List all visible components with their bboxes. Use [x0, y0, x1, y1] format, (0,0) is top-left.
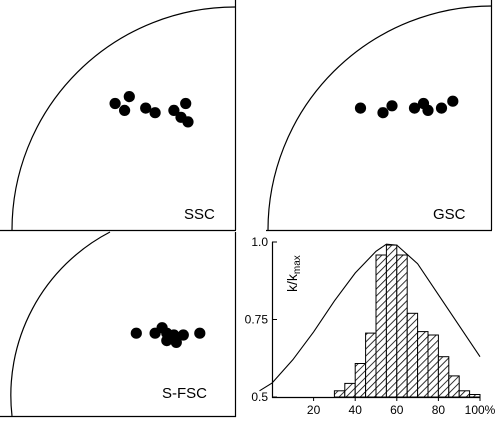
- y-axis-label-main: k/k: [284, 273, 300, 292]
- x-tick-label-1: 20: [307, 403, 321, 417]
- data-point-2: [377, 107, 389, 119]
- y-axis-label: k/kmax: [284, 255, 303, 292]
- distribution-curve: [259, 243, 481, 392]
- ssc-scatter: [109, 91, 194, 128]
- histogram-bar-11: [437, 356, 450, 398]
- data-point-7: [170, 336, 182, 348]
- histogram-bar-9: [417, 331, 429, 398]
- gsc-boundary-arc: [267, 5, 493, 231]
- sfsc-boundary-arc: [10, 231, 111, 417]
- histogram-bar-2: [344, 382, 356, 398]
- data-point-2: [123, 91, 135, 103]
- histogram-bar-1: [333, 390, 346, 398]
- data-point-8: [180, 97, 192, 110]
- data-point-1: [130, 327, 142, 339]
- histogram-bar-7: [396, 254, 408, 398]
- x-tick-label-5: 100%: [465, 403, 496, 417]
- histogram-bar-10: [427, 334, 439, 398]
- data-point-4: [140, 102, 152, 114]
- x-tick-label-2: 40: [349, 403, 363, 417]
- histogram-bar-13: [458, 390, 471, 398]
- data-point-7: [435, 102, 448, 114]
- histogram-bars: [333, 244, 481, 398]
- data-point-9: [182, 116, 194, 128]
- gsc-scatter: [354, 95, 459, 119]
- ssc-boundary-arc: [11, 6, 236, 231]
- panel-frames: [0, 0, 493, 418]
- histogram-bar-4: [365, 332, 377, 398]
- y-tick-label-3: 0.5: [251, 390, 268, 404]
- histogram-bar-3: [354, 363, 367, 398]
- data-point-3: [119, 104, 131, 116]
- histogram-chart: 1.0 0.75 0.5 20 40 60 80 100% k/kmax: [245, 235, 496, 417]
- data-point-1: [354, 102, 367, 114]
- x-tick-label-3: 60: [390, 403, 404, 417]
- x-ticks: 20 40 60 80 100%: [307, 397, 496, 417]
- sfsc-scatter: [130, 322, 206, 348]
- y-tick-label-2: 0.75: [245, 313, 269, 327]
- ssc-label: SSC: [184, 206, 215, 223]
- histogram-bar-5: [375, 254, 387, 398]
- data-point-4: [408, 102, 421, 114]
- data-point-5: [149, 107, 161, 119]
- data-point-9: [194, 327, 206, 339]
- histogram-bar-12: [448, 375, 460, 398]
- histogram-bar-8: [406, 312, 419, 398]
- data-point-8: [447, 95, 459, 107]
- histogram-bar-6: [385, 244, 398, 398]
- x-tick-label-4: 80: [432, 403, 446, 417]
- histogram-bar-14: [469, 394, 481, 398]
- data-point-1: [109, 97, 121, 110]
- gsc-label: GSC: [433, 206, 466, 223]
- data-point-6: [168, 104, 180, 116]
- boundary-arcs: [10, 5, 493, 417]
- data-point-8: [177, 329, 189, 341]
- data-point-3: [386, 100, 398, 112]
- y-axis-label-subscript: max: [292, 255, 303, 274]
- sfsc-label: S-FSC: [162, 385, 207, 402]
- y-ticks: 1.0 0.75 0.5: [245, 235, 277, 404]
- y-tick-label-1: 1.0: [251, 235, 268, 249]
- data-point-6: [422, 104, 434, 116]
